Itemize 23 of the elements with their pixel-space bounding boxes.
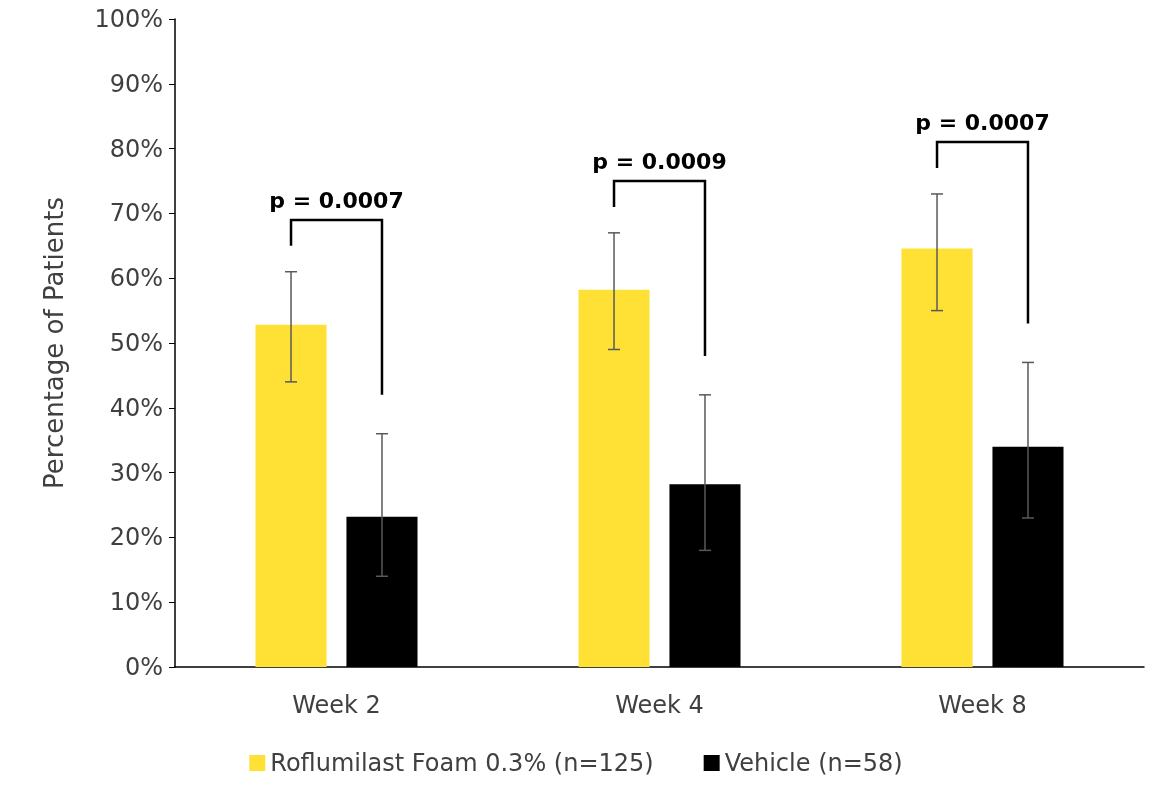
y-tick-label: 70% <box>109 199 163 228</box>
legend-label: Roflumilast Foam 0.3% (n=125) <box>270 749 654 777</box>
y-tick-label: 30% <box>109 458 163 487</box>
y-tick-label: 60% <box>109 264 163 293</box>
y-tick-label: 90% <box>109 69 163 98</box>
annotation: p = 0.0007 <box>269 187 404 213</box>
y-tick-label: 50% <box>109 329 163 357</box>
bar <box>578 289 650 667</box>
y-axis-title: Percentage of Patients <box>39 197 69 489</box>
y-tick-label: 40% <box>109 393 163 422</box>
x-tick-label: Week 8 <box>938 691 1027 719</box>
y-tick-label: 80% <box>109 134 163 163</box>
annotation: p = 0.0009 <box>592 149 727 174</box>
bar <box>255 324 327 667</box>
y-tick-label: 20% <box>109 523 163 552</box>
y-tick-label: 10% <box>109 588 163 617</box>
x-tick-label: Week 2 <box>292 691 381 719</box>
y-tick-label: 100% <box>94 5 163 33</box>
x-tick-label: Week 4 <box>615 691 704 719</box>
legend-label: Vehicle (n=58) <box>724 749 903 777</box>
y-tick-label: 0% <box>124 653 163 681</box>
annotation: p = 0.0007 <box>915 110 1050 136</box>
bar <box>901 248 973 667</box>
